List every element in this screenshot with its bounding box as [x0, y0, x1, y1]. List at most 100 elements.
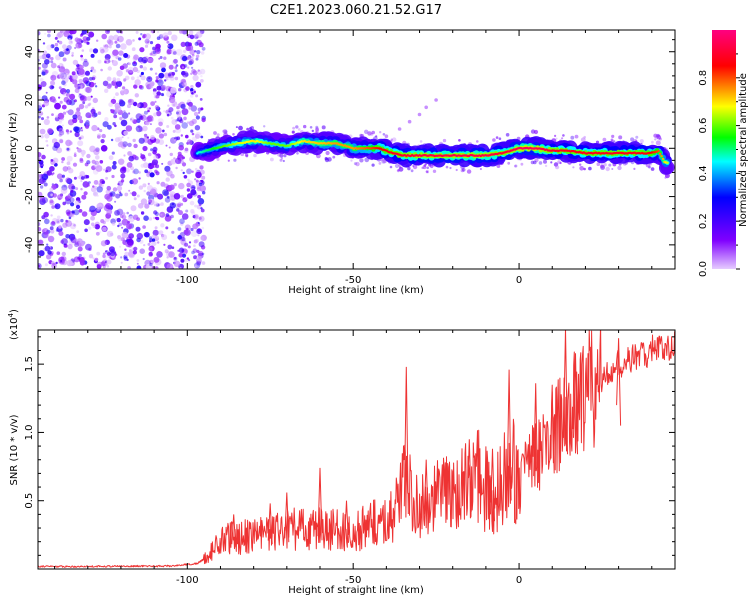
- noise-dot: [74, 242, 79, 248]
- noise-dot: [80, 176, 85, 180]
- noise-dot: [59, 72, 66, 80]
- noise-dot: [86, 160, 91, 165]
- noise-dot: [88, 115, 92, 119]
- noise-dot: [175, 157, 182, 165]
- noise-dot: [116, 70, 123, 77]
- noise-dot: [127, 104, 131, 109]
- noise-dot: [152, 50, 157, 55]
- noise-dot: [41, 197, 49, 204]
- scatter-dot: [650, 167, 655, 171]
- colorbar: 0.0 0.2 0.4 0.6 0.8 Normalized spectral ampl…: [698, 30, 749, 277]
- noise-dot: [186, 188, 191, 192]
- noise-dot: [76, 147, 79, 150]
- snr-spike: [284, 492, 290, 543]
- noise-dot: [39, 78, 44, 82]
- noise-dot: [66, 99, 72, 106]
- noise-dot: [106, 76, 112, 82]
- noise-dot: [92, 224, 96, 229]
- noise-dot: [123, 88, 129, 95]
- noise-dot: [135, 226, 141, 232]
- noise-dot: [78, 78, 83, 84]
- noise-dot: [62, 201, 66, 206]
- noise-dot: [38, 226, 42, 232]
- noise-dot: [178, 88, 182, 92]
- noise-dot: [100, 261, 106, 267]
- noise-dot: [124, 248, 127, 251]
- noise-dot: [157, 193, 164, 200]
- scatter-dot: [279, 153, 284, 158]
- noise-dot: [62, 57, 67, 62]
- scatter-dot: [617, 165, 622, 171]
- scatter-dot: [227, 159, 230, 162]
- noise-dot: [45, 91, 48, 94]
- scatter-dot: [270, 157, 274, 162]
- noise-dot: [116, 217, 121, 223]
- noise-dot: [50, 159, 54, 162]
- noise-dot: [105, 203, 112, 209]
- noise-dot: [152, 146, 158, 152]
- noise-dot: [134, 156, 139, 161]
- noise-dot: [121, 231, 129, 239]
- noise-dot: [118, 50, 124, 56]
- snr-spike: [490, 448, 495, 522]
- noise-dot: [89, 145, 96, 153]
- scatter-dot: [635, 135, 639, 139]
- noise-dot: [143, 244, 146, 247]
- noise-dot: [60, 30, 66, 33]
- noise-dot: [108, 102, 114, 107]
- scatter-dot: [496, 164, 501, 169]
- noise-dot: [105, 250, 108, 253]
- noise-dot: [140, 71, 144, 76]
- noise-dot: [200, 234, 207, 241]
- noise-dot: [200, 79, 204, 83]
- noise-dot: [186, 168, 192, 175]
- noise-dot: [135, 125, 143, 133]
- noise-dot: [150, 148, 154, 152]
- noise-dot: [41, 54, 47, 60]
- noise-dot: [80, 57, 84, 61]
- scatter-dot: [233, 158, 237, 162]
- noise-dot: [119, 65, 125, 71]
- noise-dot: [103, 168, 106, 171]
- noise-dot: [63, 92, 66, 95]
- noise-dot: [146, 191, 151, 196]
- noise-dot: [154, 216, 158, 220]
- noise-dot: [57, 112, 65, 120]
- noise-dot: [58, 231, 64, 236]
- noise-dot: [195, 135, 198, 138]
- noise-dot: [146, 76, 153, 83]
- noise-dot: [181, 253, 187, 258]
- noise-dot: [153, 155, 159, 161]
- noise-dot: [180, 103, 186, 109]
- noise-dot: [135, 113, 143, 120]
- scatter-dot: [600, 164, 604, 169]
- spectrogram-panel: -100 -50 0 -40 -20 0 20 40 Height of straight l…: [8, 29, 676, 296]
- noise-dot: [88, 254, 94, 259]
- noise-dot: [121, 214, 127, 220]
- scatter-dot: [398, 164, 401, 167]
- noise-dot: [57, 260, 61, 264]
- snr-line: [38, 330, 675, 568]
- noise-dot: [195, 115, 200, 120]
- noise-dot: [95, 147, 100, 152]
- noise-dot: [198, 42, 204, 48]
- noise-dot: [140, 211, 145, 215]
- noise-dot: [93, 69, 96, 72]
- noise-dot: [193, 255, 198, 260]
- noise-dot: [54, 36, 58, 40]
- noise-dot: [54, 203, 61, 210]
- noise-dot: [128, 189, 131, 192]
- noise-dot: [123, 154, 126, 157]
- noise-dot: [38, 239, 44, 245]
- snr-spike: [344, 500, 349, 543]
- streak-dot: [424, 105, 429, 110]
- noise-dot: [56, 251, 61, 255]
- noise-dot: [191, 118, 197, 125]
- colorbar-axis: 0.0 0.2 0.4 0.6 0.8: [698, 53, 740, 277]
- noise-dot: [100, 219, 105, 224]
- scatter-dot: [367, 131, 372, 136]
- scatter-dot: [325, 150, 330, 156]
- noise-dot: [65, 92, 71, 97]
- noise-dot: [174, 124, 181, 130]
- scatter-dot: [572, 166, 575, 169]
